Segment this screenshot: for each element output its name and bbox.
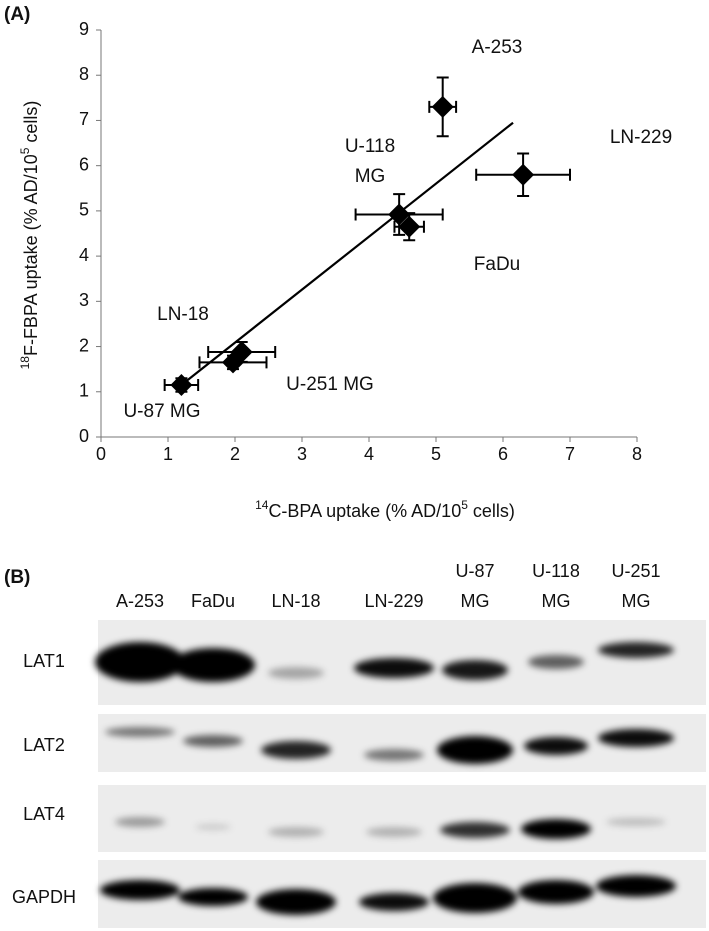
band [606,818,666,826]
band [354,658,434,678]
column-label: MG [622,591,651,611]
column-label: MG [461,591,490,611]
band [598,642,674,658]
band [268,667,324,679]
blot-strip [98,785,706,852]
y-tick-label: 5 [79,200,89,220]
band [105,727,175,737]
blot-bands [95,642,674,682]
band [596,875,676,897]
band [528,655,584,669]
band [366,827,422,837]
blot-bands [100,875,676,915]
x-tick-label: 8 [632,444,642,464]
band [268,827,324,837]
y-tick-label: 2 [79,335,89,355]
blot-bands [105,727,674,764]
point [388,203,411,226]
column-label: FaDu [191,591,235,611]
band [171,648,255,682]
point [512,163,535,186]
band [359,893,429,911]
band [95,642,185,682]
y-tick-label: 4 [79,245,89,265]
x-tick-label: 5 [431,444,441,464]
x-tick-label: 0 [96,444,106,464]
band [598,729,674,747]
y-tick-label: 6 [79,154,89,174]
x-axis-label: 14C-BPA uptake (% AD/105 cells) [255,498,515,521]
band [256,889,336,915]
band [524,737,588,755]
band [437,736,513,764]
row-label: LAT4 [23,804,65,824]
band [195,824,231,830]
row-label: LAT2 [23,735,65,755]
column-label: MG [542,591,571,611]
point-label: U-87 MG [123,401,200,422]
point [170,373,193,396]
x-tick-label: 1 [163,444,173,464]
panel-label: (B) [4,567,30,588]
band [100,880,180,900]
column-label: LN-18 [271,591,320,611]
point-label: LN-18 [157,304,209,325]
column-label: A-253 [116,591,164,611]
band [518,880,594,904]
y-tick-label: 0 [79,426,89,446]
column-label: U-87 [455,561,494,581]
row-label: GAPDH [12,887,76,907]
band [364,749,424,761]
column-label: LN-229 [364,591,423,611]
band [183,735,243,747]
x-tick-label: 3 [297,444,307,464]
point [431,95,454,118]
point-label: LN-229 [610,127,672,148]
y-tick-label: 1 [79,381,89,401]
point-label: MG [355,166,386,187]
point-label: A-253 [472,37,523,58]
trendline [180,121,514,386]
band [433,883,517,913]
y-axis-label: 18F-FBPA uptake (% AD/105 cells) [18,101,41,370]
x-tick-label: 2 [230,444,240,464]
y-tick-label: 7 [79,109,89,129]
column-label: U-251 [611,561,660,581]
band [115,817,165,827]
row-label: LAT1 [23,651,65,671]
x-tick-label: 6 [498,444,508,464]
point-label: U-118 [345,136,395,157]
blot-bands [115,817,666,839]
y-tick-label: 9 [79,19,89,39]
y-tick-label: 8 [79,64,89,84]
y-tick-label: 3 [79,290,89,310]
point [221,351,244,374]
x-tick-label: 4 [364,444,374,464]
panel-label: (A) [4,4,30,25]
band [261,741,331,759]
point [398,215,421,238]
x-tick-label: 7 [565,444,575,464]
band [440,822,510,838]
band [178,888,248,906]
column-label: U-118 [532,561,580,581]
band [442,660,508,680]
point-label: U-251 MG [286,374,374,395]
band [521,819,591,839]
point-label: FaDu [474,254,520,275]
